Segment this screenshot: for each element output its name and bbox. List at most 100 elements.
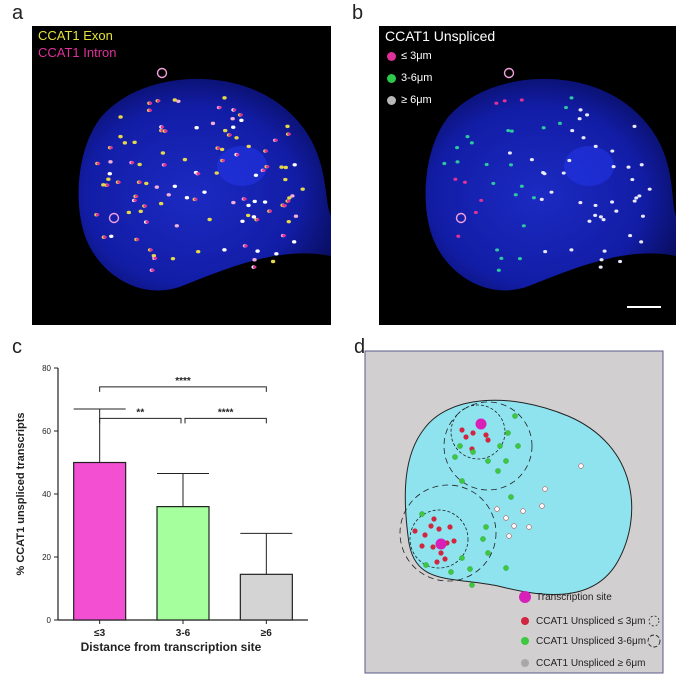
unspliced-spot [598,215,603,219]
far-transcript-dot [511,523,517,529]
mid-transcript-dot [508,494,514,500]
exon-spot [106,177,111,181]
exon-spot [207,217,212,222]
unspliced-spot [639,163,644,167]
legend-label-mid: 3-6μm [401,72,433,84]
exon-spot [252,258,257,262]
mid-transcript-dot [459,555,465,561]
mid-transcript-dot [457,443,463,449]
intron-spot [117,180,121,184]
transcription-site [435,538,447,550]
exon-spot [240,219,245,223]
near-transcript-dot [430,544,436,550]
intron-spot [134,194,139,198]
far-transcript-dot [503,515,509,521]
transcription-site-spot [503,67,515,79]
unspliced-spot [628,233,633,238]
scale-bar [627,306,661,308]
near-transcript-dot [485,437,491,443]
unspliced-spot [593,203,598,208]
unspliced-spot [506,128,511,133]
x-axis-label: Distance from transcription site [81,640,262,654]
exon-spot [122,141,128,145]
intron-spot [286,199,291,203]
near-transcript-dot [422,532,428,538]
intron-spot [193,197,198,201]
unspliced-spot [539,197,544,201]
intron-spot [218,106,222,109]
exon-spot [222,96,227,100]
exon-spot [251,215,257,219]
nucleus-outline [404,399,633,595]
unspliced-spot [601,218,606,222]
unspliced-spot [577,117,582,121]
near-transcript-dot [463,434,469,440]
intron-spot [135,238,140,241]
near-transcript-dot [428,523,434,529]
legend-dot-near [387,52,396,61]
unspliced-spot [455,160,460,164]
exon-spot [109,234,114,238]
exon-spot [223,128,228,133]
near-transcript-dot [442,556,448,562]
intron-spot [130,161,135,164]
intron-spot [264,149,269,153]
unspliced-spot [479,198,484,203]
unspliced-spot [517,257,522,261]
mid-transcript-dot [483,524,489,530]
far-transcript-dot [578,463,584,469]
unspliced-spot [632,199,637,203]
near-transcript-dot [470,430,476,436]
intron-spot [282,234,286,237]
unspliced-spot [494,101,499,105]
intron-spot [148,108,152,112]
exon-spot [246,203,251,208]
unspliced-spot [473,210,478,215]
unspliced-spot [626,165,631,169]
unspliced-spot [618,259,623,264]
legend-intron: CCAT1 Intron [38,45,117,60]
legend-dot [521,617,529,625]
legend-dot-mid [387,74,396,83]
unspliced-spot [509,129,514,133]
diagram-legend-label: Transcription site [536,592,612,603]
legend-dot [521,659,529,667]
unspliced-spot [549,190,554,194]
intron-spot [228,133,232,137]
legend-dot-far [387,96,396,105]
intron-spot [216,146,221,150]
exon-spot [118,134,123,139]
intron-spot [149,248,153,252]
mid-transcript-dot [469,582,475,588]
intron-spot [255,218,260,222]
far-transcript-dot [494,506,500,512]
near-transcript-dot [412,528,418,534]
exon-spot [270,259,276,264]
intron-spot [274,138,278,142]
exon-spot [252,199,257,204]
unspliced-spot [509,163,514,167]
outer-radius-bottom [399,484,497,582]
exon-spot [118,115,123,119]
panel-letter-d: d [354,336,366,358]
mid-transcript-dot [459,478,465,484]
significance-bracket [99,417,182,424]
exon-spot [137,162,142,167]
exon-spot [285,124,290,129]
exon-spot [174,224,180,228]
unspliced-spot [456,234,461,238]
intron-spot [156,99,161,103]
exon-spot [184,196,190,200]
x-tick-label: ≤3 [94,628,105,639]
exon-spot [158,201,164,206]
exon-spot [219,147,225,152]
unspliced-spot [578,108,583,112]
unspliced-spot [491,181,496,186]
near-transcript-dot [419,543,425,549]
unspliced-spot [610,149,615,153]
unspliced-spot [593,213,598,217]
unspliced-spot [570,128,575,133]
unspliced-spot [531,196,536,200]
y-tick-label: 60 [42,427,51,436]
exon-spot [287,196,292,200]
